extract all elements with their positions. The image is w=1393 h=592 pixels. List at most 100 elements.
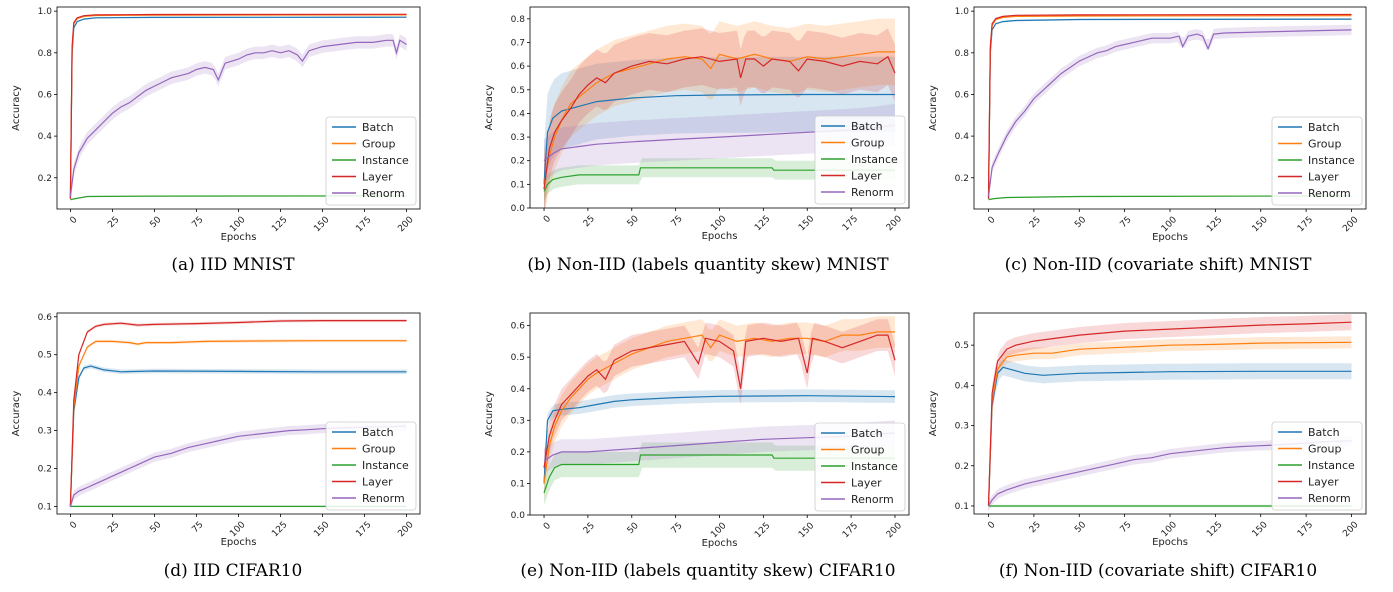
y-tick-label: 0.2 xyxy=(955,174,969,184)
y-tick-label: 1.0 xyxy=(38,7,53,17)
x-axis-label: Epochs xyxy=(1152,232,1188,243)
legend: Batch Group Instance Layer Renorm xyxy=(325,116,417,206)
series-line-instance xyxy=(988,195,1352,201)
x-tick-label: 75 xyxy=(1119,520,1134,535)
x-tick-label: 200 xyxy=(885,214,904,233)
y-tick-label: 0.6 xyxy=(955,90,970,100)
legend-box xyxy=(325,421,417,511)
legend-label-group: Group xyxy=(362,443,396,456)
x-tick-label: 25 xyxy=(106,520,121,535)
series-line-batch xyxy=(987,366,1352,507)
legend-label-group: Group xyxy=(851,137,885,150)
series-line-instance xyxy=(543,167,895,192)
legend-label-instance: Instance xyxy=(851,153,898,166)
series-line-renorm xyxy=(987,440,1352,507)
legend: Batch Group Instance Layer Renorm xyxy=(1271,421,1363,511)
y-axis-label: Accuracy xyxy=(11,391,22,437)
plot-area xyxy=(69,13,407,203)
x-tick-label: 150 xyxy=(797,214,816,233)
legend-label-layer: Layer xyxy=(1308,476,1339,489)
subfigure-caption: (e) Non-IID (labels quantity skew) CIFAR… xyxy=(520,561,895,581)
x-tick-label: 175 xyxy=(1296,215,1315,234)
legend-label-layer: Layer xyxy=(1308,171,1339,184)
band-layer xyxy=(544,319,895,484)
subfigure-caption: (f) Non-IID (covariate shift) CIFAR10 xyxy=(999,561,1317,581)
x-tick-label: 200 xyxy=(396,520,415,539)
y-tick-label: 0.2 xyxy=(511,448,525,458)
legend-label-group: Group xyxy=(1308,443,1342,456)
y-tick-label: 0.1 xyxy=(955,502,969,512)
x-axis-label: Epochs xyxy=(1152,537,1188,548)
y-axis-label: Accuracy xyxy=(484,85,495,131)
y-tick-label: 0.3 xyxy=(511,133,525,143)
x-axis-label: Epochs xyxy=(702,538,738,549)
x-tick-label: 0 xyxy=(68,215,79,226)
legend: Batch Group Instance Layer Renorm xyxy=(814,422,906,512)
legend-label-layer: Layer xyxy=(362,476,393,489)
y-tick-label: 0.4 xyxy=(38,389,53,399)
legend-label-instance: Instance xyxy=(1308,459,1355,472)
x-tick-label: 25 xyxy=(582,521,597,536)
y-axis-label: Accuracy xyxy=(11,85,22,131)
y-tick-label: 0.0 xyxy=(511,204,526,214)
legend-box xyxy=(814,422,906,512)
legend-label-batch: Batch xyxy=(1308,121,1340,134)
y-tick-label: 0.8 xyxy=(511,15,526,25)
x-tick-label: 150 xyxy=(1251,215,1270,234)
legend-box xyxy=(325,116,417,206)
chart-panel-4: 0.00.10.20.30.40.50.60 25 50 75 100 125 150 175… xyxy=(484,312,910,581)
subfigure-caption: (c) Non-IID (covariate shift) MNIST xyxy=(1005,255,1312,275)
y-tick-label: 0.8 xyxy=(38,49,53,59)
x-tick-label: 175 xyxy=(354,520,373,539)
y-axis-label: Accuracy xyxy=(928,391,939,437)
legend: Batch Group Instance Layer Renorm xyxy=(814,115,906,205)
legend-label-renorm: Renorm xyxy=(851,186,894,199)
legend-box xyxy=(1271,421,1363,511)
x-tick-label: 0 xyxy=(542,521,553,532)
plot-area xyxy=(543,316,896,506)
series-line-renorm xyxy=(987,29,1352,197)
x-tick-label: 175 xyxy=(1296,520,1315,539)
plot-area xyxy=(987,314,1352,514)
x-tick-label: 0 xyxy=(68,520,79,531)
x-axis-label: Epochs xyxy=(702,231,738,242)
legend-box xyxy=(1271,116,1363,206)
legend-label-renorm: Renorm xyxy=(1308,187,1351,200)
x-tick-label: 175 xyxy=(841,214,860,233)
subfigure-caption: (d) IID CIFAR10 xyxy=(164,561,303,581)
subfigure-caption: (a) IID MNIST xyxy=(171,255,295,275)
band-instance xyxy=(544,158,895,201)
series-line-layer xyxy=(987,321,1352,507)
x-axis-label: Epochs xyxy=(221,537,257,548)
series-line-instance xyxy=(70,195,407,201)
x-tick-label: 50 xyxy=(148,520,163,535)
x-tick-label: 75 xyxy=(670,521,685,536)
series-line-layer xyxy=(543,334,896,468)
subfigure-caption: (b) Non-IID (labels quantity skew) MNIST xyxy=(527,255,889,275)
x-tick-label: 200 xyxy=(1341,215,1360,234)
legend-label-renorm: Renorm xyxy=(1308,492,1351,505)
y-tick-label: 0.4 xyxy=(955,132,970,142)
x-tick-label: 150 xyxy=(797,521,816,540)
legend-label-batch: Batch xyxy=(851,120,883,133)
y-tick-label: 0.4 xyxy=(955,381,970,391)
x-tick-label: 0 xyxy=(986,520,997,531)
x-tick-label: 50 xyxy=(626,214,641,229)
x-tick-label: 175 xyxy=(354,215,373,234)
y-tick-label: 0.7 xyxy=(511,38,525,48)
series-line-layer xyxy=(69,13,407,199)
series-line-layer xyxy=(543,55,896,190)
x-tick-label: 200 xyxy=(396,215,415,234)
x-tick-label: 200 xyxy=(1341,520,1360,539)
series-line-renorm xyxy=(69,39,407,197)
y-axis-label: Accuracy xyxy=(928,85,939,131)
y-tick-label: 0.4 xyxy=(511,109,526,119)
x-tick-label: 75 xyxy=(1119,215,1134,230)
y-tick-label: 0.2 xyxy=(38,174,52,184)
x-tick-label: 175 xyxy=(841,521,860,540)
series-line-batch xyxy=(543,93,895,185)
series-line-layer xyxy=(69,320,407,507)
x-tick-label: 0 xyxy=(986,215,997,226)
series-line-batch xyxy=(543,395,896,484)
x-tick-label: 125 xyxy=(753,521,772,540)
